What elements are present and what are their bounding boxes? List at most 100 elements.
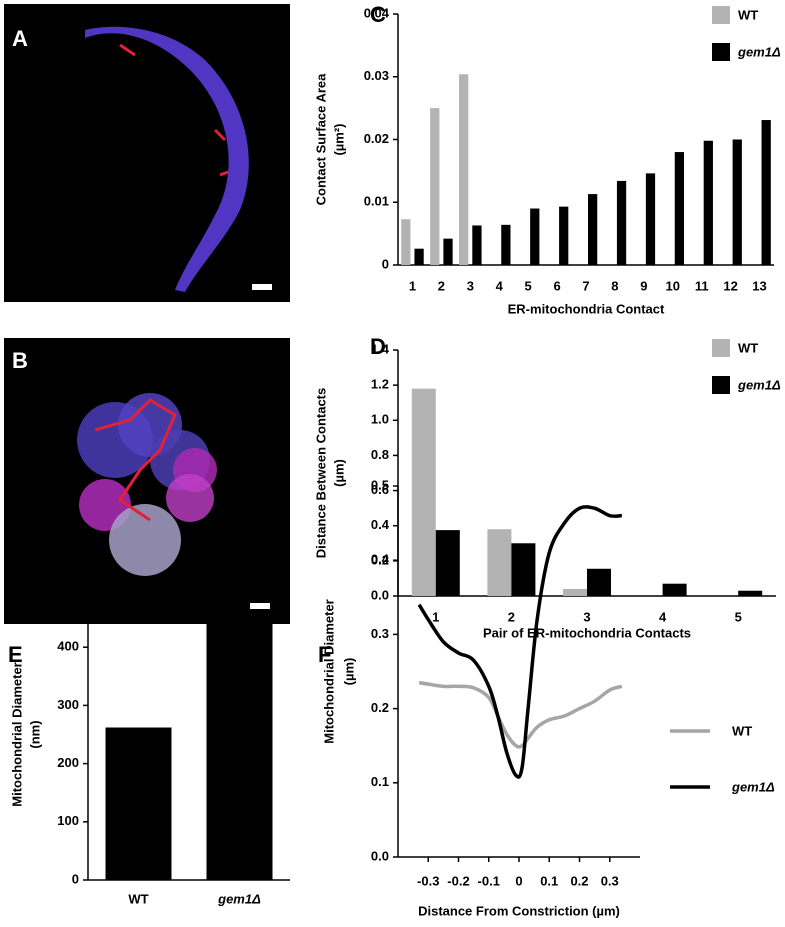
y-tick-label: 500 bbox=[57, 580, 79, 595]
line bbox=[417, 505, 622, 779]
bar bbox=[487, 529, 512, 596]
y-tick-label: 1.4 bbox=[371, 341, 390, 356]
y-axis-title: Contact Surface Area bbox=[313, 73, 328, 205]
y-tick-label: 0.4 bbox=[371, 552, 390, 567]
y-tick-label: 0.02 bbox=[364, 131, 389, 146]
legend-swatch bbox=[712, 6, 730, 24]
bar bbox=[430, 108, 440, 265]
y-tick-label: 0 bbox=[72, 871, 79, 886]
x-tick-label: 0.3 bbox=[601, 873, 619, 888]
y-tick-label: 100 bbox=[57, 813, 79, 828]
y-tick-label: 0 bbox=[382, 256, 389, 271]
bar bbox=[732, 139, 742, 265]
legend-label: gem1Δ bbox=[737, 377, 781, 392]
bar bbox=[645, 173, 656, 265]
bar bbox=[761, 120, 771, 265]
x-tick-label: 11 bbox=[695, 278, 709, 293]
x-tick-label: 0.1 bbox=[540, 873, 558, 888]
bar bbox=[559, 206, 569, 265]
y-tick-label: 200 bbox=[57, 755, 79, 770]
y-tick-label: 0.0 bbox=[371, 587, 389, 602]
bar bbox=[459, 74, 469, 266]
legend-label: WT bbox=[738, 340, 758, 355]
x-tick-label: 7 bbox=[582, 278, 589, 293]
bar bbox=[588, 194, 598, 265]
y-tick-label: 0.04 bbox=[364, 5, 390, 20]
x-tick-label: 12 bbox=[723, 278, 737, 293]
x-tick-label: 13 bbox=[752, 278, 766, 293]
panel-label: F bbox=[318, 642, 331, 667]
line bbox=[418, 680, 623, 749]
y-tick-label: 0.4 bbox=[371, 517, 390, 532]
image-a: A bbox=[4, 4, 290, 302]
x-tick-label: 10 bbox=[666, 278, 680, 293]
y-axis-title: (µm²) bbox=[331, 123, 346, 155]
y-tick-label: 0.6 bbox=[371, 482, 389, 497]
bar bbox=[563, 588, 587, 596]
legend-label: gem1Δ bbox=[731, 779, 775, 794]
x-tick-label: 0 bbox=[515, 873, 522, 888]
bar bbox=[472, 225, 482, 265]
bar bbox=[105, 727, 172, 880]
y-axis-title: Mitochondrial Diameter bbox=[321, 599, 336, 743]
panel-label: E bbox=[8, 642, 23, 667]
x-tick-label: 0.2 bbox=[570, 873, 588, 888]
y-tick-label: 0.0 bbox=[371, 848, 389, 863]
panel-label: D bbox=[370, 334, 386, 359]
y-axis-title: (nm) bbox=[27, 720, 42, 748]
x-tick-label: 6 bbox=[553, 278, 560, 293]
x-tick-label: 5 bbox=[735, 609, 742, 624]
image-b: B bbox=[4, 338, 290, 624]
legend-label: WT bbox=[738, 7, 758, 22]
panel-label: B bbox=[12, 348, 28, 373]
bar bbox=[443, 238, 453, 265]
x-axis-title: Pair of ER-mitochondria Contacts bbox=[483, 625, 691, 640]
x-tick-label: 1 bbox=[409, 278, 416, 293]
bar bbox=[662, 583, 687, 596]
bar bbox=[501, 224, 511, 265]
legend-swatch bbox=[712, 376, 730, 394]
y-tick-label: 0.2 bbox=[371, 700, 389, 715]
x-tick-label: 2 bbox=[438, 278, 445, 293]
y-tick-label: 300 bbox=[57, 697, 79, 712]
bar bbox=[401, 219, 411, 265]
bar bbox=[587, 568, 611, 596]
legend-label: gem1Δ bbox=[737, 44, 781, 59]
x-tick-label: 3 bbox=[583, 609, 590, 624]
y-tick-label: 0.2 bbox=[371, 552, 389, 567]
x-tick-label: 9 bbox=[640, 278, 647, 293]
y-axis-title: Mitochondrial Diameter bbox=[9, 662, 24, 806]
y-axis-title: (µm) bbox=[341, 658, 356, 686]
bar bbox=[511, 543, 536, 596]
bar bbox=[616, 180, 627, 265]
x-tick-label: 2 bbox=[508, 609, 515, 624]
x-axis-title: ER-mitochondria Contact bbox=[508, 301, 665, 316]
y-tick-label: 400 bbox=[57, 639, 79, 654]
x-axis-title: Distance From Constriction (µm) bbox=[418, 903, 620, 918]
y-tick-label: 0.3 bbox=[371, 626, 389, 641]
x-tick-label: 4 bbox=[659, 609, 667, 624]
y-tick-label: 0.8 bbox=[371, 447, 389, 462]
bar bbox=[206, 612, 273, 880]
x-tick-label: 3 bbox=[467, 278, 474, 293]
x-tick-label: WT bbox=[128, 891, 148, 906]
bar bbox=[411, 388, 436, 596]
panel-label: C bbox=[370, 2, 386, 27]
bar bbox=[435, 530, 460, 596]
y-axis-title: Distance Between Contacts bbox=[313, 388, 328, 559]
bar bbox=[414, 248, 424, 265]
y-axis-title: (µm) bbox=[331, 459, 346, 487]
y-tick-label: 1.0 bbox=[371, 412, 389, 427]
legend-label: WT bbox=[732, 723, 752, 738]
y-tick-label: 0.01 bbox=[364, 194, 389, 209]
y-tick-label: 0.1 bbox=[371, 774, 389, 789]
x-tick-label: 8 bbox=[611, 278, 618, 293]
x-tick-label: 4 bbox=[496, 278, 504, 293]
bar bbox=[674, 152, 685, 265]
bar bbox=[530, 208, 540, 265]
x-tick-label: -0.1 bbox=[478, 873, 500, 888]
x-tick-label: -0.3 bbox=[417, 873, 439, 888]
legend-swatch bbox=[712, 339, 730, 357]
y-tick-label: 0.5 bbox=[371, 477, 389, 492]
